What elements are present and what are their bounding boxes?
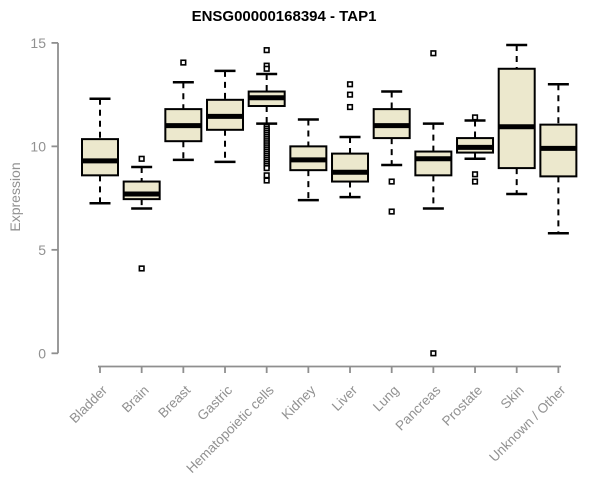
outlier-point (263, 164, 270, 172)
outlier-point (346, 81, 354, 88)
boxplot-skin (497, 43, 536, 196)
x-tick-label-kidney: Kidney (279, 382, 319, 422)
outlier-point (471, 178, 479, 185)
y-axis-title: Expression (7, 162, 23, 231)
x-tick-label-unknown-other: Unknown / Other (486, 382, 569, 465)
x-tick-label-prostate: Prostate (439, 383, 485, 429)
outlier-point (430, 350, 437, 357)
iqr-box (81, 138, 119, 177)
x-tick-label-liver: Liver (329, 382, 361, 414)
outlier-point (388, 178, 395, 185)
outlier-point (346, 91, 354, 98)
x-tick-label-lung: Lung (370, 383, 402, 415)
boxplot-bladder (81, 97, 119, 205)
iqr-box (414, 150, 453, 177)
outlier-point (263, 177, 270, 184)
boxplot-lung (372, 90, 411, 215)
x-tick-label-bladder: Bladder (67, 382, 111, 426)
outlier-point (263, 172, 270, 179)
boxplot-brain (122, 155, 161, 272)
iqr-box (331, 152, 370, 183)
boxplot-hematopoietic-cells (247, 47, 286, 184)
outlier-point (180, 59, 187, 66)
x-tick-label-brain: Brain (119, 383, 152, 416)
boxplot-breast (164, 59, 203, 162)
boxplot-unknown-other (539, 83, 578, 235)
y-tick-label: 10 (30, 138, 46, 154)
y-tick-label: 15 (30, 35, 46, 51)
y-tick-label: 0 (38, 345, 46, 361)
y-axis: 15 10 5 0 Expression (7, 35, 59, 361)
boxplot-gastric (206, 69, 245, 164)
x-tick-label-gastric: Gastric (194, 382, 235, 423)
boxplot-liver (331, 81, 370, 199)
outlier-point (471, 171, 479, 178)
outlier-point (138, 265, 145, 272)
outlier-point (388, 208, 395, 215)
chart-title: ENSG00000168394 - TAP1 (192, 8, 377, 25)
outlier-point (138, 155, 145, 162)
outlier-point (346, 103, 354, 111)
iqr-box (122, 180, 161, 201)
y-tick-label: 5 (38, 242, 46, 258)
outlier-point (430, 50, 437, 57)
x-tick-label-pancreas: Pancreas (393, 382, 444, 433)
x-tick-label-skin: Skin (498, 383, 527, 412)
outlier-point (471, 114, 479, 121)
boxplot-prostate (456, 114, 495, 185)
outlier-point (263, 47, 270, 54)
iqr-box (497, 67, 536, 170)
boxplot-kidney (289, 118, 328, 202)
outlier-point (263, 65, 270, 72)
boxplot-pancreas (414, 50, 453, 357)
x-tick-label-breast: Breast (155, 382, 193, 420)
